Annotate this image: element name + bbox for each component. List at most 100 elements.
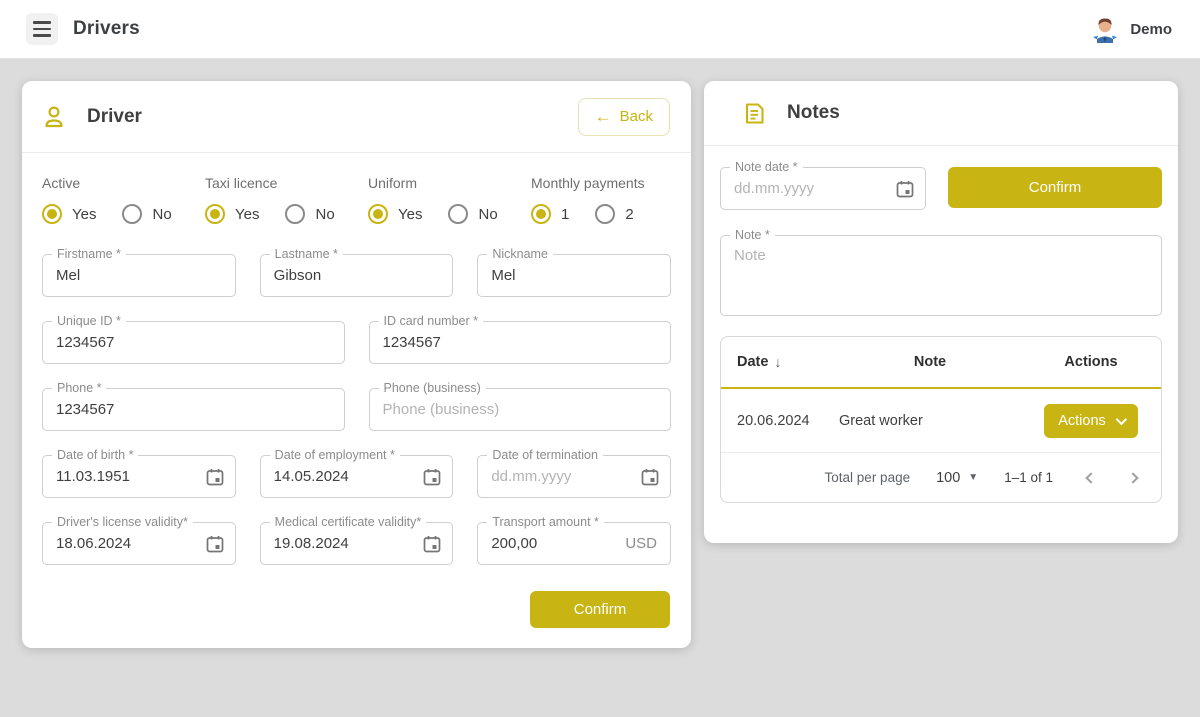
radio-uniform-no[interactable]: No xyxy=(448,204,498,224)
transport-amount-input[interactable] xyxy=(478,535,671,552)
lastname-label: Lastname * xyxy=(269,247,343,261)
radio-option-label: No xyxy=(478,205,498,223)
calendar-icon[interactable] xyxy=(423,535,441,553)
radio-option-label: No xyxy=(152,205,172,223)
nickname-label: Nickname xyxy=(487,247,553,261)
per-page-select[interactable]: 100 ▼ xyxy=(936,470,978,486)
nickname-input[interactable] xyxy=(478,267,671,284)
dropdown-arrow-icon: ▼ xyxy=(968,472,979,483)
column-header-date[interactable]: Date ↓ xyxy=(721,354,839,370)
unique-id-label: Unique ID * xyxy=(52,314,126,328)
note-confirm-button[interactable]: Confirm xyxy=(948,167,1162,208)
date-of-birth-input[interactable] xyxy=(43,468,235,485)
note-date-cell: 20.06.2024 xyxy=(737,412,810,429)
notes-card: Notes Note date * Confirm Note * Date ↓ xyxy=(704,81,1178,543)
radio-taxi-no[interactable]: No xyxy=(285,204,335,224)
medical-validity-input[interactable] xyxy=(260,535,453,552)
note-text-cell: Great worker xyxy=(839,412,923,429)
note-label: Note * xyxy=(730,228,775,242)
radio-unselected-icon xyxy=(448,204,469,224)
radio-group-uniform: Uniform Yes No xyxy=(368,175,531,224)
radio-option-label: 1 xyxy=(561,205,570,223)
note-date-input[interactable] xyxy=(721,180,925,197)
phone-input[interactable] xyxy=(43,401,344,418)
radio-uniform-yes[interactable]: Yes xyxy=(368,204,422,224)
driver-confirm-button[interactable]: Confirm xyxy=(530,591,670,628)
radio-group-label: Monthly payments xyxy=(531,175,645,191)
radio-payments-2[interactable]: 2 xyxy=(595,204,634,224)
note-date-label: Note date * xyxy=(730,160,803,174)
radio-active-no[interactable]: No xyxy=(122,204,172,224)
topbar: Drivers Demo xyxy=(0,0,1200,59)
sort-descending-icon: ↓ xyxy=(774,354,782,370)
user-name: Demo xyxy=(1130,20,1172,38)
radio-group-label: Active xyxy=(42,175,81,191)
back-button[interactable]: ← Back xyxy=(577,97,670,136)
calendar-icon[interactable] xyxy=(896,180,914,198)
unique-id-input[interactable] xyxy=(43,334,344,351)
driver-person-icon xyxy=(45,105,63,127)
radio-group-label: Uniform xyxy=(368,175,418,191)
row-actions-button[interactable]: Actions xyxy=(1044,403,1138,438)
radio-unselected-icon xyxy=(122,204,143,224)
license-validity-field-wrap: Driver's license validity* xyxy=(42,515,236,565)
medical-validity-label: Medical certificate validity* xyxy=(269,515,427,529)
notes-card-header: Notes xyxy=(704,81,1178,146)
radio-selected-icon xyxy=(531,204,551,224)
previous-page-button[interactable] xyxy=(1083,470,1099,486)
firstname-field-wrap: Firstname * xyxy=(42,247,236,297)
id-card-input[interactable] xyxy=(369,334,670,351)
nickname-field-wrap: Nickname xyxy=(477,247,672,297)
radio-option-label: Yes xyxy=(72,205,97,223)
date-of-termination-input[interactable] xyxy=(478,468,671,485)
id-card-field-wrap: ID card number * xyxy=(368,314,671,364)
radio-option-label: Yes xyxy=(235,205,260,223)
radio-group-taxi-licence: Taxi licence Yes No xyxy=(205,175,368,224)
table-row: 20.06.2024 Great worker Actions xyxy=(721,389,1161,453)
firstname-input[interactable] xyxy=(43,267,235,284)
lastname-input[interactable] xyxy=(260,267,453,284)
radio-taxi-yes[interactable]: Yes xyxy=(205,204,259,224)
transport-amount-label: Transport amount * xyxy=(487,515,604,529)
radio-selected-icon xyxy=(205,204,225,224)
next-page-button[interactable] xyxy=(1125,470,1141,486)
radio-unselected-icon xyxy=(595,204,616,224)
medical-validity-field-wrap: Medical certificate validity* xyxy=(259,515,454,565)
radio-payments-1[interactable]: 1 xyxy=(531,204,569,224)
calendar-icon[interactable] xyxy=(423,468,441,486)
calendar-icon[interactable] xyxy=(206,468,224,486)
radio-option-label: No xyxy=(315,205,335,223)
unique-id-field-wrap: Unique ID * xyxy=(42,314,345,364)
date-of-employment-input[interactable] xyxy=(260,468,453,485)
currency-suffix: USD xyxy=(625,535,658,552)
avatar-icon xyxy=(1093,18,1118,43)
note-textarea[interactable] xyxy=(721,236,1161,315)
chevron-down-icon xyxy=(1115,413,1127,425)
menu-icon[interactable] xyxy=(26,13,58,45)
date-of-employment-field-wrap: Date of employment * xyxy=(259,448,454,498)
radio-selected-icon xyxy=(368,204,388,224)
column-label: Date xyxy=(737,354,769,370)
avatar[interactable] xyxy=(1092,15,1118,43)
calendar-icon[interactable] xyxy=(641,468,659,486)
date-of-birth-label: Date of birth * xyxy=(52,448,139,462)
pagination-bar: Total per page 100 ▼ 1–1 of 1 xyxy=(721,453,1161,502)
date-of-termination-label: Date of termination xyxy=(487,448,603,462)
radio-selected-icon xyxy=(42,204,62,224)
license-validity-label: Driver's license validity* xyxy=(52,515,193,529)
back-arrow-icon: ← xyxy=(594,106,612,126)
radio-active-yes[interactable]: Yes xyxy=(42,204,96,224)
phone-business-label: Phone (business) xyxy=(378,381,486,395)
pagination-range: 1–1 of 1 xyxy=(1004,470,1053,485)
phone-business-input[interactable] xyxy=(369,401,670,418)
date-of-birth-field-wrap: Date of birth * xyxy=(42,448,236,498)
notes-table-header: Date ↓ Note Actions xyxy=(721,337,1161,389)
license-validity-input[interactable] xyxy=(43,535,235,552)
notes-document-icon xyxy=(745,102,764,124)
chevron-left-icon xyxy=(1085,471,1097,484)
chevron-right-icon xyxy=(1127,471,1139,484)
per-page-label: Total per page xyxy=(824,470,911,485)
calendar-icon[interactable] xyxy=(206,535,224,553)
radio-option-label: Yes xyxy=(398,205,423,223)
per-page-value: 100 xyxy=(936,469,961,486)
